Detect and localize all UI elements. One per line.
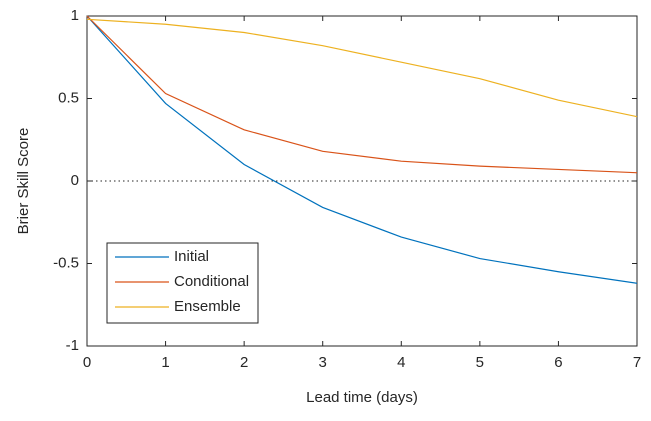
y-tick-label: -0.5 — [53, 254, 79, 271]
y-tick-label: -1 — [66, 337, 79, 354]
y-axis-label: Brier Skill Score — [15, 128, 32, 235]
x-tick-label: 4 — [397, 354, 405, 371]
x-tick-label: 3 — [319, 354, 327, 371]
y-tick-label: 1 — [71, 7, 79, 24]
legend-label: Ensemble — [174, 298, 241, 315]
x-tick-label: 1 — [161, 354, 169, 371]
legend-label: Conditional — [174, 273, 249, 290]
line-series — [86, 15, 638, 284]
legend-box — [106, 242, 259, 324]
line-series — [86, 15, 638, 174]
x-tick-label: 7 — [633, 354, 641, 371]
y-tick-label: 0.5 — [58, 89, 79, 106]
x-tick-label: 2 — [240, 354, 248, 371]
x-tick-label: 0 — [83, 354, 91, 371]
x-axis-label: Lead time (days) — [306, 389, 418, 406]
legend: Initial Conditional Ensemble — [106, 242, 259, 324]
legend-label: Initial — [174, 248, 209, 265]
x-tick-label: 5 — [476, 354, 484, 371]
y-tick-label: 0 — [71, 172, 79, 189]
x-tick-label: 6 — [554, 354, 562, 371]
line-series — [86, 18, 638, 118]
